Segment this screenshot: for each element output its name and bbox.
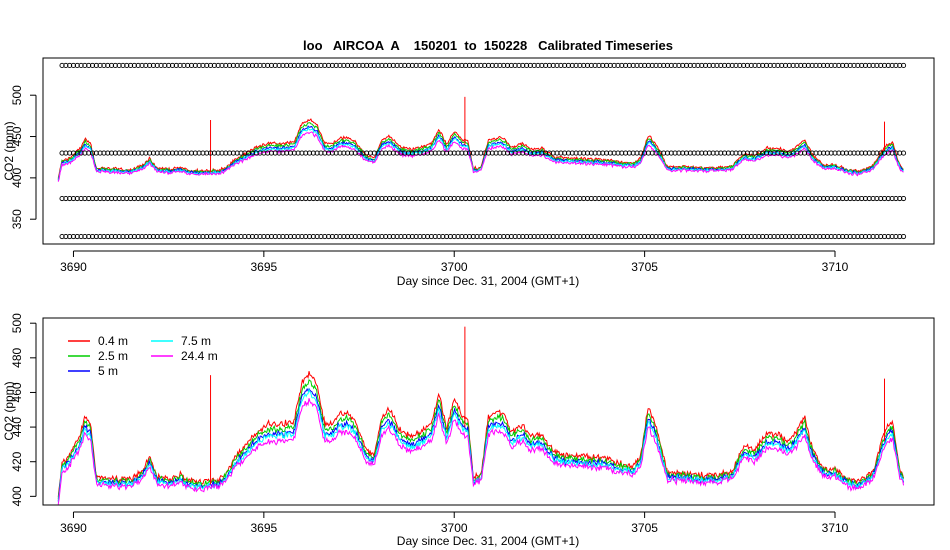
x-tick-label: 3700 <box>441 260 468 274</box>
bottom-y-axis-title: CO2 (ppm) <box>2 381 16 440</box>
top-axes: 3690 3695 3700 3705 3710 350 400 450 500 <box>10 85 849 274</box>
top-panel: loo AIRCOA A 150201 to 150228 Calibrated… <box>2 38 935 288</box>
x-tick-label: 3700 <box>441 521 468 535</box>
x-tick-label: 3705 <box>631 260 658 274</box>
y-tick-label: 500 <box>10 85 24 105</box>
y-tick-label: 420 <box>10 451 24 471</box>
legend-label: 5 m <box>98 364 118 378</box>
top-plot-frame <box>42 57 935 245</box>
y-tick-label: 350 <box>10 209 24 229</box>
x-tick-label: 3695 <box>250 521 277 535</box>
bottom-x-axis-title: Day since Dec. 31, 2004 (GMT+1) <box>397 534 579 548</box>
bottom-axes: 3690 3695 3700 3705 3710 400 420 440 460 480 500 <box>10 313 849 535</box>
calibration-marker <box>900 234 907 240</box>
y-tick-label: 500 <box>10 313 24 333</box>
x-tick-label: 3710 <box>822 260 849 274</box>
y-tick-label: 440 <box>10 417 24 437</box>
legend-label: 0.4 m <box>98 334 128 348</box>
top-x-axis-title: Day since Dec. 31, 2004 (GMT+1) <box>397 274 579 288</box>
bottom-plot-frame <box>42 317 935 506</box>
legend-label: 7.5 m <box>181 334 211 348</box>
calibration-marker <box>900 150 907 156</box>
legend: 0.4 m2.5 m5 m 7.5 m24.4 m <box>68 334 218 378</box>
top-y-axis-title: CO2 (ppm) <box>2 121 16 180</box>
x-tick-label: 3705 <box>631 521 658 535</box>
bottom-series-group <box>57 326 905 505</box>
y-tick-label: 400 <box>10 168 24 188</box>
y-tick-label: 400 <box>10 486 24 506</box>
top-calibration-markers <box>59 62 907 240</box>
calibration-marker <box>900 62 907 68</box>
x-tick-label: 3690 <box>60 521 87 535</box>
chart-title: loo AIRCOA A 150201 to 150228 Calibrated… <box>303 38 673 53</box>
legend-label: 2.5 m <box>98 349 128 363</box>
series-line-4 <box>57 131 904 182</box>
x-tick-label: 3695 <box>250 260 277 274</box>
y-tick-label: 450 <box>10 126 24 146</box>
x-tick-label: 3710 <box>822 521 849 535</box>
legend-label: 24.4 m <box>181 349 218 363</box>
calibration-marker <box>900 195 907 202</box>
series-line-4 <box>57 398 905 505</box>
x-tick-label: 3690 <box>60 260 87 274</box>
y-tick-label: 480 <box>10 347 24 367</box>
bottom-panel: 3690 3695 3700 3705 3710 400 420 440 460 480 500 0… <box>2 313 935 548</box>
series-line-1 <box>57 379 905 500</box>
y-tick-label: 460 <box>10 382 24 402</box>
